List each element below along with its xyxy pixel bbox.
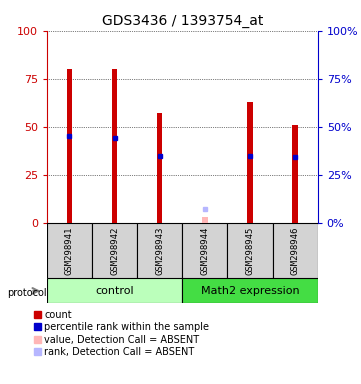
- Text: GSM298946: GSM298946: [291, 227, 300, 275]
- Text: GSM298941: GSM298941: [65, 227, 74, 275]
- Bar: [47, 278, 182, 303]
- Text: GSM298943: GSM298943: [155, 227, 164, 275]
- Bar: [247, 102, 253, 223]
- Title: GDS3436 / 1393754_at: GDS3436 / 1393754_at: [101, 14, 263, 28]
- Bar: [157, 113, 162, 223]
- Text: control: control: [95, 286, 134, 296]
- Bar: [202, 217, 208, 223]
- Bar: [182, 278, 318, 303]
- Text: protocol: protocol: [7, 288, 47, 298]
- Bar: [273, 223, 318, 278]
- Text: GSM298942: GSM298942: [110, 227, 119, 275]
- Bar: [47, 223, 92, 278]
- Bar: [112, 69, 117, 223]
- Bar: [182, 223, 227, 278]
- Legend: count, percentile rank within the sample, value, Detection Call = ABSENT, rank, : count, percentile rank within the sample…: [34, 310, 209, 357]
- Bar: [292, 125, 298, 223]
- Text: Math2 expression: Math2 expression: [201, 286, 299, 296]
- Bar: [227, 223, 273, 278]
- Bar: [137, 223, 182, 278]
- Text: GSM298944: GSM298944: [200, 227, 209, 275]
- Text: GSM298945: GSM298945: [245, 227, 255, 275]
- Bar: [92, 223, 137, 278]
- Bar: [67, 69, 72, 223]
